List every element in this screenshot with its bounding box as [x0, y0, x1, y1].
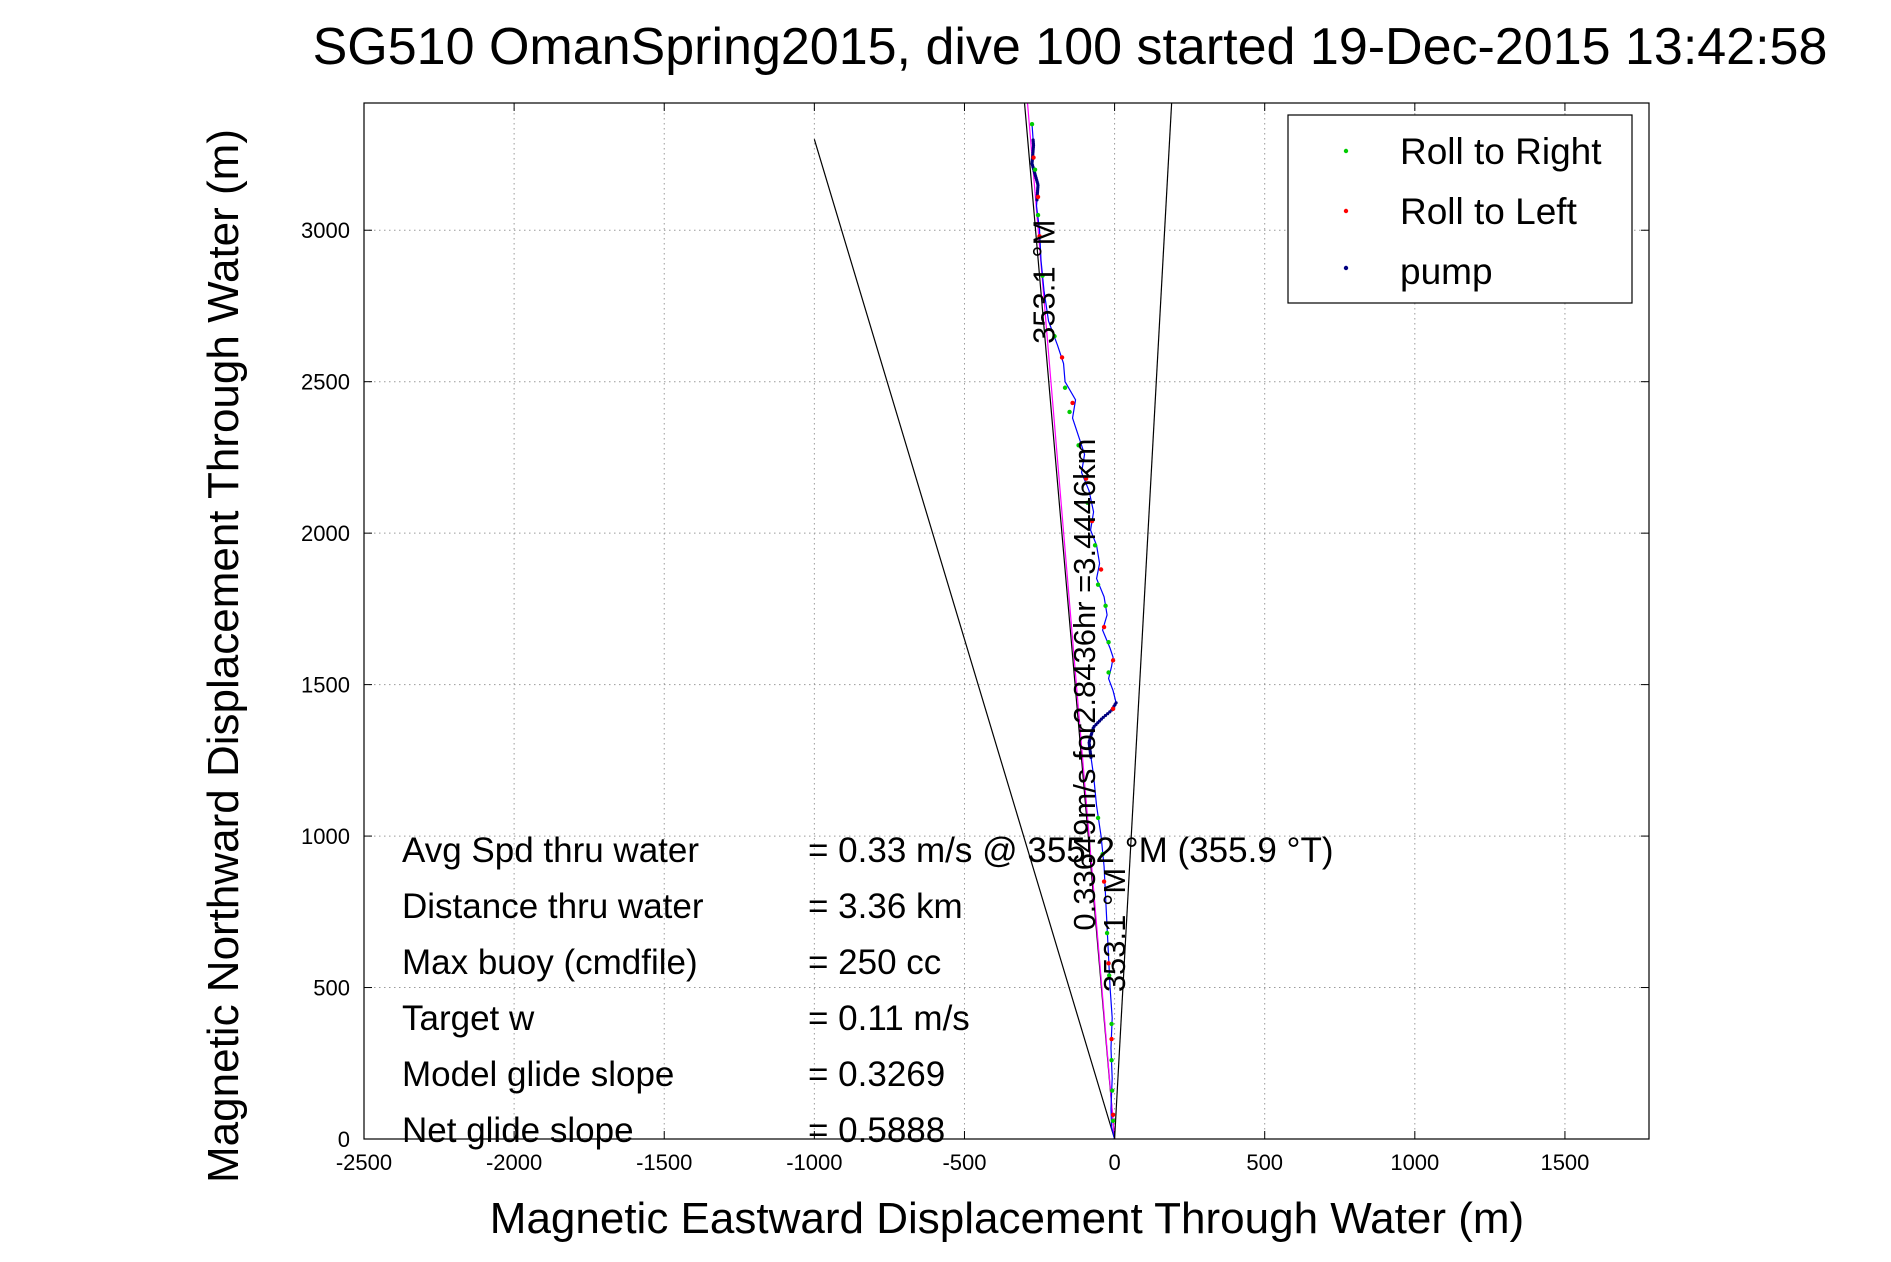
y-tick-label: 500 [313, 976, 350, 1001]
roll-right-point [1095, 582, 1101, 587]
stat-value: = 250 cc [808, 943, 941, 982]
roll-left-point [1110, 1112, 1116, 1117]
marker-layer [1029, 122, 1118, 1124]
roll-right-point [1032, 167, 1038, 172]
roll-right-point [1106, 670, 1111, 675]
x-axis-label: Magnetic Eastward Displacement Through W… [490, 1194, 1524, 1243]
roll-left-point [1059, 355, 1065, 360]
legend-label-roll-right: Roll to Right [1400, 131, 1602, 172]
stats-block: Avg Spd thru water = 0.33 m/s @ 355.2 °M… [402, 831, 1334, 1150]
track-layer [1031, 124, 1117, 1140]
x-tick-label: 500 [1246, 1150, 1283, 1175]
roll-right-point [1092, 543, 1098, 548]
plot-frame [363, 102, 1650, 1140]
roll-left-point [1098, 567, 1104, 572]
reference-line [1113, 102, 1173, 1140]
stat-label: Net glide slope [402, 1111, 634, 1150]
legend-label-pump: pump [1400, 251, 1493, 292]
track-line [1031, 124, 1117, 1140]
roll-left-point [1070, 400, 1075, 406]
legend-swatch-pump [1343, 265, 1349, 271]
stat-value: = 0.3269 [808, 1055, 945, 1094]
roll-right-point [1109, 1088, 1115, 1093]
roll-left-point [1035, 194, 1041, 200]
y-tick-label: 2000 [301, 521, 350, 546]
x-tick-label: -2000 [486, 1150, 542, 1175]
roll-left-point [1031, 155, 1036, 160]
x-tick-label: -2500 [336, 1150, 392, 1175]
roll-left-point [1037, 234, 1042, 239]
y-tick-label: 0 [338, 1127, 350, 1152]
y-axis-label: Magnetic Northward Displacement Through … [199, 129, 248, 1183]
roll-left-point [1106, 961, 1111, 966]
roll-right-point [1029, 122, 1035, 127]
roll-right-point [1110, 1118, 1116, 1124]
stat-label: Distance thru water [402, 887, 704, 926]
y-tick-label: 3000 [301, 218, 350, 243]
legend-swatch-roll-left [1343, 208, 1349, 214]
roll-right-point [1085, 500, 1090, 506]
roll-left-point [1083, 476, 1089, 481]
x-tick-label: -1500 [636, 1150, 692, 1175]
pump-point [1031, 138, 1035, 142]
roll-left-point [1101, 879, 1107, 884]
y-tick-label: 2500 [301, 370, 350, 395]
roll-right-point [1095, 815, 1101, 821]
legend: Roll to Right Roll to Left pump [1287, 114, 1633, 304]
stat-label: Avg Spd thru water [402, 831, 699, 870]
x-tick-label: 1000 [1390, 1150, 1439, 1175]
pump-point [1106, 712, 1110, 716]
stat-value: = 0.33 m/s @ 355.2 °M (355.9 °T) [808, 831, 1334, 870]
roll-right-point [1100, 852, 1105, 857]
y-tick-label: 1500 [301, 673, 350, 698]
roll-right-point [1109, 1058, 1114, 1063]
stat-value: = 3.36 km [808, 887, 963, 926]
x-tick-label: -1000 [786, 1150, 842, 1175]
roll-right-point [1052, 334, 1057, 339]
legend-label-roll-left: Roll to Left [1400, 191, 1578, 232]
pump-point [1114, 701, 1118, 705]
speed-distance-label: 0.33649m/s for2.8436hr =3.4446km [1067, 439, 1102, 931]
roll-right-point [1106, 973, 1112, 978]
roll-right-point [1103, 603, 1108, 609]
roll-right-point [1106, 640, 1111, 645]
roll-left-point [1110, 658, 1116, 663]
roll-left-point [1110, 706, 1116, 712]
roll-right-point [1035, 212, 1041, 218]
roll-left-point [1101, 624, 1107, 630]
legend-swatch-roll-right [1343, 148, 1349, 154]
pump-point [1101, 715, 1105, 719]
x-tick-label: -500 [942, 1150, 986, 1175]
stat-label: Target w [402, 999, 535, 1038]
heading-label-upper: 353.1 °M [1027, 220, 1062, 344]
x-tick-label: 1500 [1540, 1150, 1589, 1175]
axis-ticks: -2500 -2000 -1500 -1000 -500 0 500 1000 1500 0 500… [301, 103, 1649, 1175]
roll-right-point [1076, 443, 1081, 448]
reference-line [813, 139, 1116, 1140]
stat-label: Max buoy (cmdfile) [402, 943, 698, 982]
roll-right-point [1104, 930, 1110, 936]
stat-label: Model glide slope [402, 1055, 674, 1094]
stat-value: = 0.11 m/s [808, 999, 970, 1038]
pump-point [1103, 713, 1108, 718]
heading-label-lower: 353.1 °M [1097, 868, 1132, 992]
roll-right-point [1109, 1021, 1114, 1027]
roll-right-point [1062, 385, 1068, 390]
y-tick-label: 1000 [301, 824, 350, 849]
roll-left-point [1089, 518, 1095, 524]
roll-right-point [1040, 273, 1045, 278]
roll-right-point [1067, 409, 1072, 415]
chart-title: SG510 OmanSpring2015, dive 100 started 1… [313, 18, 1828, 76]
x-tick-label: 0 [1108, 1150, 1120, 1175]
roll-left-point [1109, 1036, 1114, 1042]
stat-value: = 0.5888 [808, 1111, 945, 1150]
